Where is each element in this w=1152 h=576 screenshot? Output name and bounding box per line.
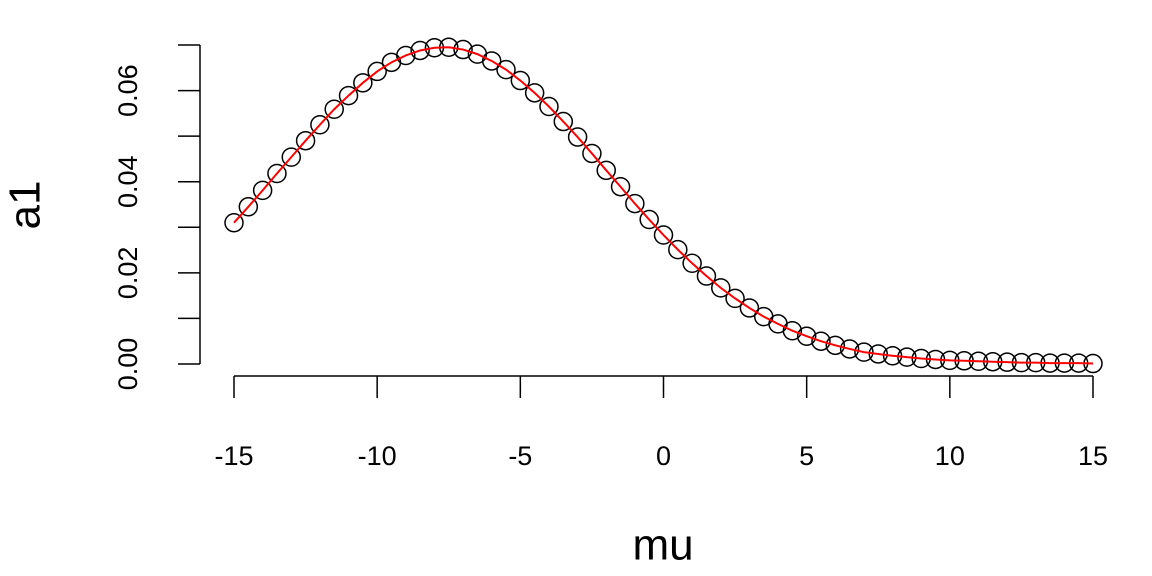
point	[338, 85, 359, 106]
point	[639, 209, 659, 230]
point	[868, 344, 888, 364]
x-tick-label: 15	[1078, 441, 1108, 471]
point	[238, 197, 259, 217]
y-tick-label: 0.04	[113, 155, 143, 208]
point	[567, 127, 588, 147]
point	[668, 239, 688, 260]
point	[796, 326, 817, 346]
x-axis-label: mu	[632, 521, 693, 570]
point	[582, 143, 602, 164]
y-tick-label: 0.00	[113, 338, 143, 391]
point	[252, 180, 273, 201]
point	[625, 193, 645, 214]
point	[682, 253, 702, 274]
point	[353, 73, 373, 93]
point	[725, 288, 745, 309]
point	[653, 225, 674, 245]
x-tick-label: -5	[508, 441, 532, 471]
point	[610, 176, 631, 197]
point	[839, 339, 860, 359]
point	[596, 160, 616, 181]
point	[410, 40, 430, 61]
point	[496, 59, 516, 80]
point	[396, 45, 416, 66]
point	[782, 320, 803, 341]
y-axis-label: a1	[1, 181, 50, 230]
x-tick-label: 10	[935, 441, 965, 471]
point	[267, 163, 287, 184]
x-tick-label: 5	[799, 441, 814, 471]
point	[739, 298, 760, 318]
point	[453, 39, 473, 60]
point	[711, 278, 731, 298]
point	[281, 147, 302, 167]
x-tick-label: -15	[214, 441, 253, 471]
y-tick-label: 0.06	[113, 64, 143, 117]
line	[233, 46, 1094, 365]
point	[524, 83, 545, 103]
point	[224, 212, 244, 233]
point	[481, 51, 502, 71]
x-tick-label: -10	[358, 441, 397, 471]
point	[539, 96, 559, 117]
point	[310, 115, 330, 135]
point	[367, 61, 387, 82]
point	[324, 99, 344, 120]
point	[553, 111, 574, 132]
x-tick-label: 0	[656, 441, 671, 471]
point	[510, 70, 531, 91]
y-tick-label: 0.02	[113, 247, 143, 300]
point	[295, 130, 316, 151]
point	[854, 342, 874, 362]
point	[696, 266, 717, 286]
point	[825, 335, 846, 356]
point	[811, 331, 831, 351]
